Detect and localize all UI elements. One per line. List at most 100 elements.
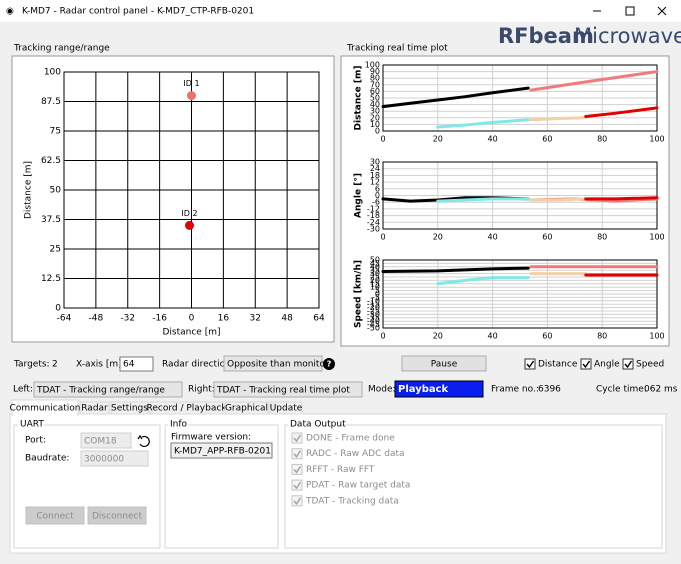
y-axis-label: Distance [m] xyxy=(24,161,34,219)
right-select[interactable] xyxy=(213,381,363,398)
right-label: Right: xyxy=(188,385,215,395)
x-tick-label: 40 xyxy=(488,332,498,341)
x-tick-label: 20 xyxy=(433,233,443,242)
y-tick-label: 100 xyxy=(365,61,380,70)
series-line xyxy=(584,196,659,201)
output-item: RADC - Raw ADC data xyxy=(306,449,405,459)
checkmark xyxy=(624,360,633,369)
x-tick-label: 100 xyxy=(649,332,664,341)
active-tab-cover xyxy=(13,413,77,416)
y-tick-label: 45 xyxy=(370,259,380,268)
uart-title-bg xyxy=(18,419,44,429)
frame-label: Frame no.: xyxy=(491,385,539,395)
y-tick-label: 12 xyxy=(370,178,380,187)
plot-frame xyxy=(382,161,658,230)
target-label: ID 2 xyxy=(181,209,197,218)
checkbox xyxy=(291,432,303,444)
y-tick-label: -18 xyxy=(367,211,380,220)
tab-label: Graphical xyxy=(225,404,268,414)
plot-frame xyxy=(382,259,658,329)
x-tick-label: 40 xyxy=(488,135,498,144)
port-label: Port: xyxy=(25,436,46,446)
right-value: TDAT - Tracking real time plot xyxy=(216,386,350,396)
app-icon: ◉ xyxy=(6,7,14,17)
y-tick-label: -30 xyxy=(367,225,380,234)
info-title: Info xyxy=(170,420,188,430)
y-tick-label: 100 xyxy=(44,68,61,78)
x-tick-label: 64 xyxy=(313,314,325,324)
maximize-button[interactable] xyxy=(625,6,635,16)
help-icon[interactable] xyxy=(323,358,335,370)
y-tick-label: 6 xyxy=(375,184,380,193)
checkbox[interactable] xyxy=(622,358,634,370)
y-tick-label: -6 xyxy=(372,198,380,207)
tab[interactable] xyxy=(149,401,224,415)
x-tick-label: 80 xyxy=(597,332,607,341)
x-tick-label: 48 xyxy=(281,314,293,324)
y-tick-label: 62.5 xyxy=(41,156,61,166)
x-tick-label: 60 xyxy=(542,135,552,144)
x-tick-label: 60 xyxy=(542,332,552,341)
y-tick-label: 70 xyxy=(370,80,380,89)
connect-text: Connect xyxy=(36,512,74,522)
y-tick-label: 30 xyxy=(370,107,380,116)
tab[interactable] xyxy=(269,401,303,415)
tab[interactable] xyxy=(224,401,269,415)
left-panel-title: Tracking range/range xyxy=(13,44,110,54)
series-line xyxy=(381,266,530,274)
x-tick-label: -16 xyxy=(152,314,167,324)
output-item: RFFT - Raw FFT xyxy=(306,465,375,475)
left-label: Left: xyxy=(13,385,33,395)
y-tick-label: 30 xyxy=(370,269,380,278)
y-tick-label: 40 xyxy=(370,262,380,271)
x-tick-label: 60 xyxy=(542,233,552,242)
direction-select[interactable] xyxy=(223,355,323,372)
y-tick-label: -25 xyxy=(367,307,380,316)
series-line xyxy=(529,116,588,122)
checkbox xyxy=(291,495,303,507)
x-tick-label: -64 xyxy=(57,314,72,324)
checkbox[interactable] xyxy=(524,358,536,370)
y-tick-label: 50 xyxy=(370,94,380,103)
checkbox xyxy=(291,463,303,475)
xaxis-spinner[interactable] xyxy=(119,356,154,372)
checkbox-label: Angle xyxy=(594,360,620,370)
checkmark xyxy=(293,434,302,443)
series-line xyxy=(529,197,588,202)
mode-value: Playback xyxy=(398,384,449,395)
x-tick-label: -32 xyxy=(120,314,135,324)
y-tick-label: 10 xyxy=(370,120,380,129)
x-tick-label: 16 xyxy=(218,314,230,324)
refresh-icon[interactable] xyxy=(137,434,150,448)
x-tick-label: 0 xyxy=(380,332,385,341)
port-value: COM18 xyxy=(84,437,117,447)
pause-button[interactable] xyxy=(401,355,487,372)
x-tick-label: -48 xyxy=(89,314,104,324)
checkmark xyxy=(293,497,302,505)
x-axis-label: Distance [m] xyxy=(162,328,220,338)
targets-label: Targets: xyxy=(13,360,50,370)
fw-label: Firmware version: xyxy=(171,433,251,443)
y-tick-label: -12 xyxy=(367,204,380,213)
disconnect-button xyxy=(87,506,147,525)
checkmark xyxy=(582,360,591,369)
y-tick-label: 40 xyxy=(370,100,380,109)
checkmark xyxy=(293,466,302,474)
output-item: PDAT - Raw target data xyxy=(306,481,410,491)
checkmark xyxy=(293,450,302,458)
series-line xyxy=(436,197,530,203)
y-tick-label: -45 xyxy=(367,320,380,329)
baud-label: Baudrate: xyxy=(25,454,69,464)
checkbox[interactable] xyxy=(580,358,592,370)
x-tick-label: 80 xyxy=(597,135,607,144)
left-select[interactable] xyxy=(33,381,183,398)
info-title-bg xyxy=(168,419,188,429)
tab[interactable] xyxy=(79,401,110,415)
y-tick-label: 10 xyxy=(370,283,380,292)
direction-value: Opposite than monito xyxy=(227,360,325,370)
checkbox-label: Speed xyxy=(636,360,664,370)
tab[interactable] xyxy=(110,401,149,415)
x-tick-label: 100 xyxy=(649,135,664,144)
y-tick-label: -24 xyxy=(367,218,380,227)
close-button[interactable] xyxy=(657,6,667,16)
